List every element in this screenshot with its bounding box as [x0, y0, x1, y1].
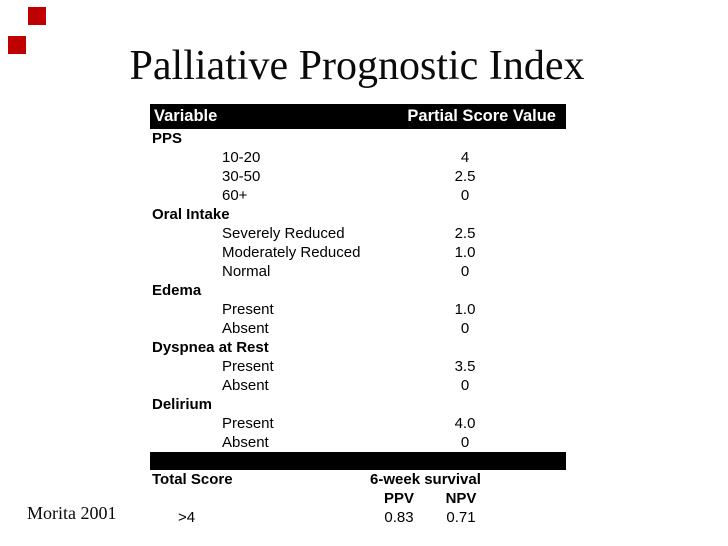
table-header-bar: Variable Partial Score Value — [150, 104, 566, 129]
row-label: Edema — [152, 282, 202, 299]
table-row-item: Moderately Reduced 1.0 — [150, 243, 566, 262]
row-partial-score-value: 0 — [460, 320, 470, 337]
row-label: Present — [222, 415, 274, 432]
red-square-decoration-left — [8, 36, 26, 54]
row-label: Moderately Reduced — [222, 244, 361, 261]
row-partial-score-value: 1.0 — [454, 301, 476, 318]
row-label: 30-50 — [222, 168, 261, 185]
column-header-partial-score-value: Partial Score Value — [407, 107, 556, 125]
ppi-table: Variable Partial Score Value PPS 10-20 4 30… — [150, 104, 566, 527]
table-footer-row-labels: Total Score 6-week survival — [150, 470, 566, 489]
row-label: 10-20 — [222, 149, 261, 166]
row-label: Normal — [222, 263, 271, 280]
row-partial-score-value: 0 — [460, 377, 470, 394]
npv-value: 0.71 — [446, 509, 476, 526]
slide-title: Palliative Prognostic Index — [129, 43, 585, 89]
table-row-category: Edema — [150, 281, 566, 300]
table-footer-row-ppv-npv: PPV NPV — [150, 489, 566, 508]
table-row-category: Oral Intake — [150, 205, 566, 224]
table-row-item: Severely Reduced 2.5 — [150, 224, 566, 243]
row-label: Absent — [222, 377, 269, 394]
row-partial-score-value: 0 — [460, 434, 470, 451]
table-row-item: Present 1.0 — [150, 300, 566, 319]
citation-text: Morita 2001 — [27, 503, 117, 523]
row-partial-score-value: 4 — [460, 149, 470, 166]
table-row-item: Present 4.0 — [150, 414, 566, 433]
row-partial-score-value: 3.5 — [454, 358, 476, 375]
table-row-item: Present 3.5 — [150, 357, 566, 376]
table-row-item: 60+ 0 — [150, 186, 566, 205]
table-row-item: Absent 0 — [150, 376, 566, 395]
table-row-item: 30-50 2.5 — [150, 167, 566, 186]
table-row-category: Delirium — [150, 395, 566, 414]
row-partial-score-value: 1.0 — [454, 244, 476, 261]
table-row-item: 10-20 4 — [150, 148, 566, 167]
column-header-variable: Variable — [154, 107, 218, 125]
row-label: Present — [222, 358, 274, 375]
npv-header: NPV — [445, 490, 477, 507]
row-partial-score-value: 4.0 — [454, 415, 476, 432]
ppv-value: 0.83 — [384, 509, 414, 526]
table-row-item: Absent 0 — [150, 319, 566, 338]
table-row-category: PPS — [150, 129, 566, 148]
row-partial-score-value: 0 — [460, 263, 470, 280]
red-square-decoration-top — [28, 7, 46, 25]
row-label: Absent — [222, 320, 269, 337]
table-row-category: Dyspnea at Rest — [150, 338, 566, 357]
row-partial-score-value: 0 — [460, 187, 470, 204]
row-label: Dyspnea at Rest — [152, 339, 269, 356]
six-week-survival-header: 6-week survival — [370, 471, 481, 488]
row-partial-score-value: 2.5 — [454, 225, 476, 242]
total-score-header: Total Score — [152, 471, 233, 488]
row-label: Delirium — [152, 396, 213, 413]
table-body: PPS 10-20 4 30-50 2.5 60+ 0 Oral Intake Severely… — [150, 129, 566, 452]
table-footer-row-values: >4 0.83 0.71 — [150, 508, 566, 527]
ppv-header: PPV — [383, 490, 414, 507]
row-partial-score-value: 2.5 — [454, 168, 476, 185]
row-label: Severely Reduced — [222, 225, 345, 242]
table-separator-bar — [150, 452, 566, 470]
row-label: PPS — [152, 130, 183, 147]
row-label: Absent — [222, 434, 269, 451]
table-row-item: Normal 0 — [150, 262, 566, 281]
row-label: Present — [222, 301, 274, 318]
row-label: 60+ — [222, 187, 248, 204]
table-row-item: Absent 0 — [150, 433, 566, 452]
row-label: Oral Intake — [152, 206, 230, 223]
total-score-value: >4 — [178, 509, 196, 526]
